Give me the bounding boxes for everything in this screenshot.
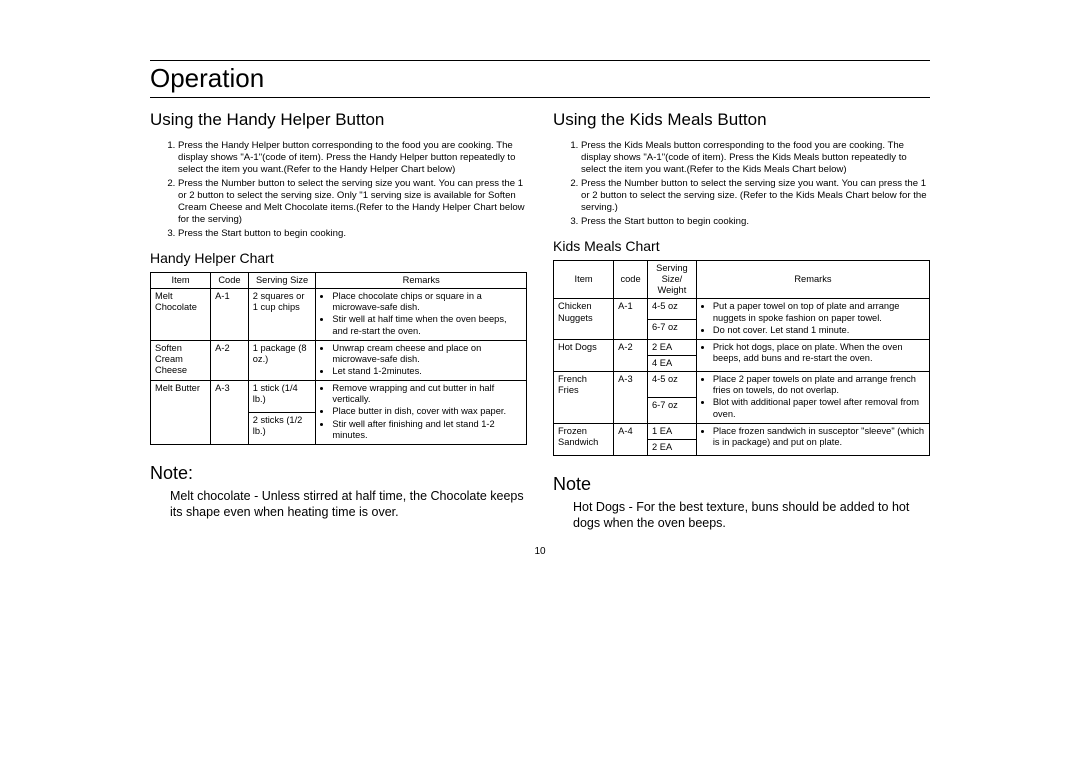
cell-item: Hot Dogs <box>554 339 614 371</box>
table-row: Melt Butter A-3 1 stick (1/4 lb.) Remove… <box>151 381 527 413</box>
cell-item: French Fries <box>554 372 614 424</box>
th-item: Item <box>151 272 211 288</box>
cell-size: 1 package (8 oz.) <box>248 340 316 380</box>
cell-remarks: Remove wrapping and cut butter in half v… <box>316 381 527 445</box>
left-column: Using the Handy Helper Button Press the … <box>150 106 527 532</box>
cell-item: Frozen Sandwich <box>554 423 614 455</box>
cell-size: 4-5 oz <box>647 372 696 398</box>
handy-helper-chart: Item Code Serving Size Remarks Melt Choc… <box>150 272 527 445</box>
cell-code: A-2 <box>211 340 249 380</box>
top-rule <box>150 60 930 61</box>
cell-remarks: Put a paper towel on top of plate and ar… <box>696 299 929 339</box>
remark: Stir well at half time when the oven bee… <box>332 314 522 336</box>
cell-size: 6-7 oz <box>647 319 696 339</box>
cell-item: Soften Cream Cheese <box>151 340 211 380</box>
right-steps: Press the Kids Meals button correspondin… <box>553 140 930 228</box>
cell-remarks: Prick hot dogs, place on plate. When the… <box>696 339 929 371</box>
page: Operation Using the Handy Helper Button … <box>0 0 1080 577</box>
cell-remarks: Place frozen sandwich in susceptor "slee… <box>696 423 929 455</box>
table-row: Hot Dogs A-2 2 EA Prick hot dogs, place … <box>554 339 930 355</box>
remark: Put a paper towel on top of plate and ar… <box>713 301 925 323</box>
table-row: Melt Chocolate A-1 2 squares or 1 cup ch… <box>151 289 527 341</box>
cell-code: A-3 <box>211 381 249 445</box>
right-note-head: Note <box>553 474 930 495</box>
step-item: Press the Handy Helper button correspond… <box>178 140 527 176</box>
columns: Using the Handy Helper Button Press the … <box>150 106 930 532</box>
page-number: 10 <box>150 546 930 557</box>
left-steps: Press the Handy Helper button correspond… <box>150 140 527 240</box>
table-row: Chicken Nuggets A-1 4-5 oz Put a paper t… <box>554 299 930 319</box>
remark: Stir well after finishing and let stand … <box>332 419 522 441</box>
cell-size: 2 EA <box>647 339 696 355</box>
step-item: Press the Start button to begin cooking. <box>581 216 930 228</box>
right-note-body: Hot Dogs - For the best texture, buns sh… <box>573 499 930 532</box>
th-size: Serving Size <box>248 272 316 288</box>
step-item: Press the Number button to select the se… <box>178 178 527 226</box>
cell-remarks: Place 2 paper towels on plate and arrang… <box>696 372 929 424</box>
cell-remarks: Place chocolate chips or square in a mic… <box>316 289 527 341</box>
remark: Blot with additional paper towel after r… <box>713 397 925 419</box>
th-code: Code <box>211 272 249 288</box>
remark: Remove wrapping and cut butter in half v… <box>332 383 522 405</box>
cell-item: Melt Butter <box>151 381 211 445</box>
cell-size: 1 EA <box>647 423 696 439</box>
kids-meals-chart-title: Kids Meals Chart <box>553 238 930 254</box>
cell-size: 6-7 oz <box>647 397 696 423</box>
handy-helper-chart-title: Handy Helper Chart <box>150 250 527 266</box>
cell-code: A-1 <box>211 289 249 341</box>
remark: Let stand 1-2minutes. <box>332 366 522 377</box>
cell-size: 4 EA <box>647 355 696 371</box>
th-code: code <box>614 260 648 298</box>
step-item: Press the Kids Meals button correspondin… <box>581 140 930 176</box>
remark: Unwrap cream cheese and place on microwa… <box>332 343 522 365</box>
cell-code: A-1 <box>614 299 648 339</box>
remark: Place 2 paper towels on plate and arrang… <box>713 374 925 396</box>
right-heading: Using the Kids Meals Button <box>553 110 930 130</box>
remark: Place butter in dish, cover with wax pap… <box>332 406 522 417</box>
remark: Place frozen sandwich in susceptor "slee… <box>713 426 925 448</box>
cell-size: 2 EA <box>647 439 696 455</box>
cell-remarks: Unwrap cream cheese and place on microwa… <box>316 340 527 380</box>
remark: Prick hot dogs, place on plate. When the… <box>713 342 925 364</box>
left-note-body: Melt chocolate - Unless stirred at half … <box>170 488 527 521</box>
step-item: Press the Start button to begin cooking. <box>178 228 527 240</box>
table-row: French Fries A-3 4-5 oz Place 2 paper to… <box>554 372 930 398</box>
cell-size: 1 stick (1/4 lb.) <box>248 381 316 413</box>
header-row: Item code Serving Size/ Weight Remarks <box>554 260 930 298</box>
step-item: Press the Number button to select the se… <box>581 178 930 214</box>
remark: Do not cover. Let stand 1 minute. <box>713 325 925 336</box>
cell-code: A-3 <box>614 372 648 424</box>
cell-item: Melt Chocolate <box>151 289 211 341</box>
cell-size: 4-5 oz <box>647 299 696 319</box>
remark: Place chocolate chips or square in a mic… <box>332 291 522 313</box>
th-size: Serving Size/ Weight <box>647 260 696 298</box>
title-rule <box>150 97 930 98</box>
page-title: Operation <box>150 63 930 94</box>
kids-meals-chart: Item code Serving Size/ Weight Remarks C… <box>553 260 930 456</box>
th-item: Item <box>554 260 614 298</box>
th-remarks: Remarks <box>696 260 929 298</box>
left-note-head: Note: <box>150 463 527 484</box>
th-remarks: Remarks <box>316 272 527 288</box>
table-row: Soften Cream Cheese A-2 1 package (8 oz.… <box>151 340 527 380</box>
cell-code: A-2 <box>614 339 648 371</box>
right-column: Using the Kids Meals Button Press the Ki… <box>553 106 930 532</box>
header-row: Item Code Serving Size Remarks <box>151 272 527 288</box>
cell-size: 2 sticks (1/2 lb.) <box>248 413 316 445</box>
cell-code: A-4 <box>614 423 648 455</box>
cell-size: 2 squares or 1 cup chips <box>248 289 316 341</box>
cell-item: Chicken Nuggets <box>554 299 614 339</box>
left-heading: Using the Handy Helper Button <box>150 110 527 130</box>
table-row: Frozen Sandwich A-4 1 EA Place frozen sa… <box>554 423 930 439</box>
